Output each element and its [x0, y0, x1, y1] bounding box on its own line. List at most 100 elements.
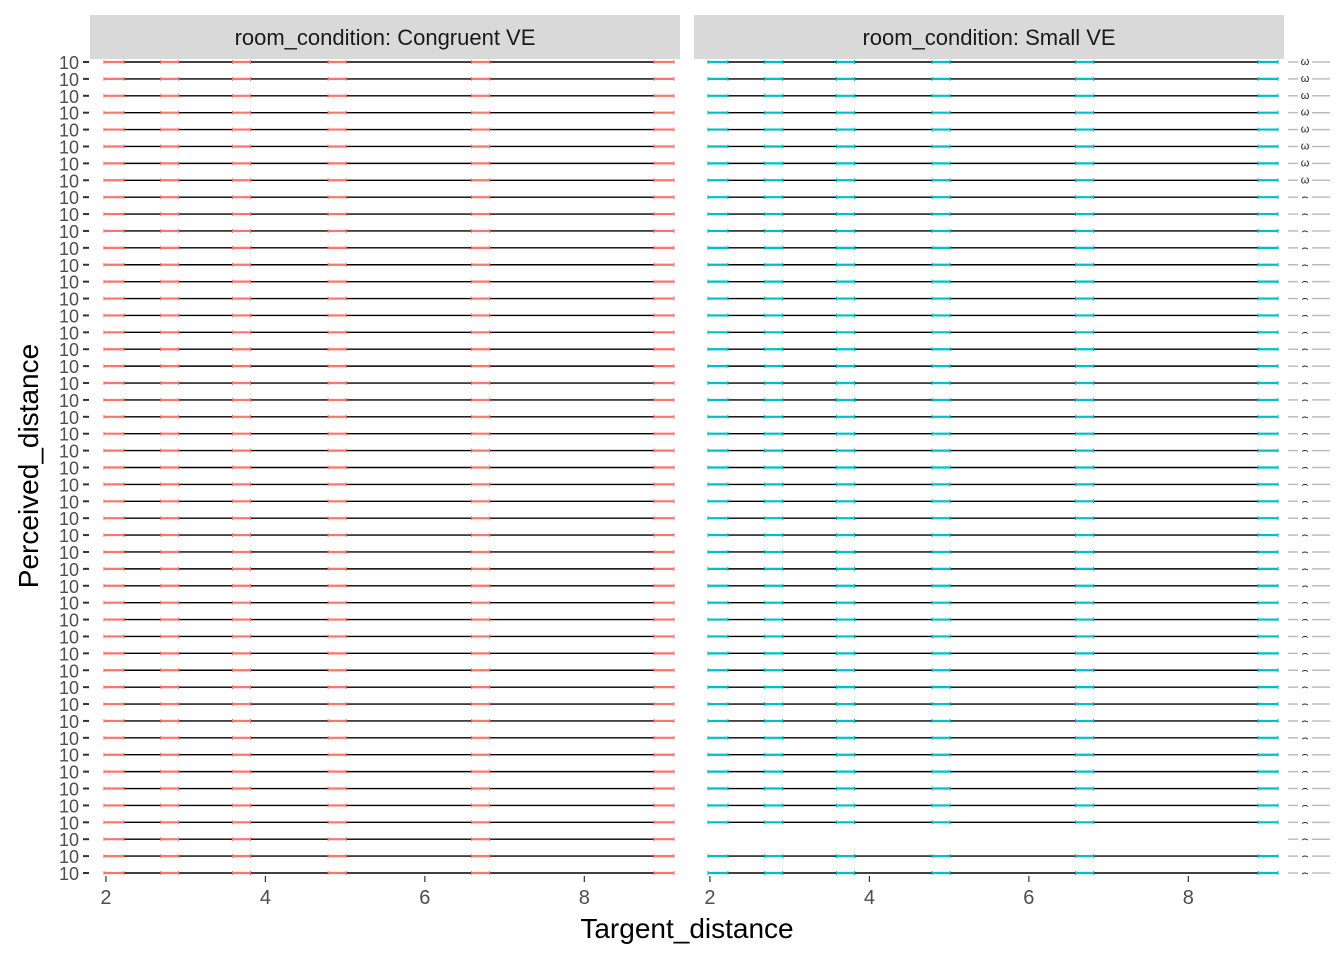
legend-glyph: ⌢: [1301, 732, 1308, 744]
series-row-0-34: [103, 634, 675, 639]
series-row-1-32: [707, 600, 1279, 605]
series-row-1-34: [707, 634, 1279, 639]
series-row-0-2: [103, 93, 675, 98]
y-tick-label: 10: [59, 560, 79, 580]
series-row-1-3: [707, 110, 1279, 115]
y-tick-label: 10: [59, 137, 79, 157]
series-row-0-23: [103, 448, 675, 453]
series-row-0-15: [103, 313, 675, 318]
y-tick-label: 10: [59, 442, 79, 462]
series-row-1-27: [707, 516, 1279, 521]
series-row-0-29: [103, 549, 675, 554]
series-row-0-10: [103, 228, 675, 233]
strip-label-left: room_condition: Congruent VE: [235, 25, 536, 50]
y-tick-label: 10: [59, 154, 79, 174]
series-row-1-11: [707, 245, 1279, 250]
x-tick-label: 8: [579, 887, 590, 909]
series-row-1-44: [707, 803, 1279, 808]
legend-glyph: ⌢: [1301, 766, 1308, 778]
y-tick-label: 10: [59, 577, 79, 597]
legend-glyph: ⌢: [1301, 630, 1308, 642]
series-row-0-24: [103, 465, 675, 470]
series-row-1-24: [707, 465, 1279, 470]
series-row-1-14: [707, 296, 1279, 301]
legend-glyph: ⌢: [1301, 343, 1308, 355]
y-tick-label: 10: [59, 644, 79, 664]
series-row-0-8: [103, 195, 675, 200]
series-row-1-4: [707, 127, 1279, 132]
series-row-0-7: [103, 178, 675, 183]
series-row-1-31: [707, 583, 1279, 588]
legend-glyph: ⌢: [1301, 580, 1308, 592]
series-row-1-13: [707, 279, 1279, 284]
legend-glyph-column: ωωωωωωωω⌢⌢⌢⌢⌢⌢⌢⌢⌢⌢⌢⌢⌢⌢⌢⌢⌢⌢⌢⌢⌢⌢⌢⌢⌢⌢⌢⌢⌢⌢⌢⌢…: [1288, 56, 1330, 879]
series-row-1-17: [707, 347, 1279, 352]
series-row-0-6: [103, 161, 675, 166]
series-row-1-28: [707, 533, 1279, 538]
legend-glyph: ω: [1301, 157, 1310, 169]
x-axis-left: 2 4 6 8: [100, 876, 590, 909]
y-tick-label: 10: [59, 661, 79, 681]
facet-strip-left: room_condition: Congruent VE: [90, 15, 680, 59]
series-row-0-14: [103, 296, 675, 301]
y-tick-label: 10: [59, 509, 79, 529]
y-tick-label: 10: [59, 712, 79, 732]
legend-glyph: ⌢: [1301, 546, 1308, 558]
legend-glyph: ⌢: [1301, 394, 1308, 406]
series-row-1-0: [707, 60, 1279, 64]
series-row-0-18: [103, 364, 675, 369]
x-tick-label: 6: [419, 887, 430, 909]
x-axis-right: 2 4 6 8: [704, 876, 1194, 909]
series-row-1-40: [707, 735, 1279, 740]
y-tick-label: 10: [59, 70, 79, 90]
series-row-1-6: [707, 161, 1279, 166]
series-row-1-2: [707, 93, 1279, 98]
series-row-0-20: [103, 397, 675, 402]
series-row-1-22: [707, 431, 1279, 436]
y-tick-label: 10: [59, 627, 79, 647]
series-row-0-35: [103, 651, 675, 656]
y-tick-label: 10: [59, 323, 79, 343]
y-tick-label: 10: [59, 475, 79, 495]
series-row-1-48: [707, 871, 1279, 875]
series-row-0-38: [103, 702, 675, 707]
y-tick-label: 10: [59, 357, 79, 377]
series-row-0-47: [103, 854, 675, 859]
series-row-0-5: [103, 144, 675, 149]
series-row-1-20: [707, 397, 1279, 402]
legend-glyph: ω: [1301, 124, 1310, 136]
y-tick-label: 10: [59, 796, 79, 816]
series-row-0-4: [103, 127, 675, 132]
series-row-0-32: [103, 600, 675, 605]
series-row-1-1: [707, 76, 1279, 81]
y-tick-label: 10: [59, 188, 79, 208]
legend-glyph: ⌢: [1301, 833, 1308, 845]
series-row-0-43: [103, 786, 675, 791]
legend-glyph: ω: [1301, 73, 1310, 85]
legend-glyph: ⌢: [1301, 276, 1308, 288]
y-tick-label: 10: [59, 830, 79, 850]
legend-glyph: ω: [1301, 140, 1310, 152]
y-tick-label: 10: [59, 205, 79, 225]
legend-glyph: ⌢: [1301, 850, 1308, 862]
y-tick-label: 10: [59, 171, 79, 191]
y-tick-label: 10: [59, 222, 79, 242]
y-tick-label: 10: [59, 306, 79, 326]
series-row-0-13: [103, 279, 675, 284]
y-tick-label: 10: [59, 53, 79, 73]
series-row-0-40: [103, 735, 675, 740]
y-tick-label: 10: [59, 290, 79, 310]
x-axis-title: Targent_distance: [580, 913, 793, 944]
legend-glyph: ⌢: [1301, 647, 1308, 659]
series-row-0-21: [103, 414, 675, 419]
series-row-1-7: [707, 178, 1279, 183]
legend-glyph: ⌢: [1301, 360, 1308, 372]
legend-glyph: ⌢: [1301, 225, 1308, 237]
series-row-1-15: [707, 313, 1279, 318]
series-row-1-25: [707, 482, 1279, 487]
legend-glyph: ⌢: [1301, 512, 1308, 524]
series-row-0-3: [103, 110, 675, 115]
y-tick-label: 10: [59, 104, 79, 124]
y-tick-label: 10: [59, 374, 79, 394]
y-axis: 1010101010101010101010101010101010101010…: [59, 53, 89, 884]
